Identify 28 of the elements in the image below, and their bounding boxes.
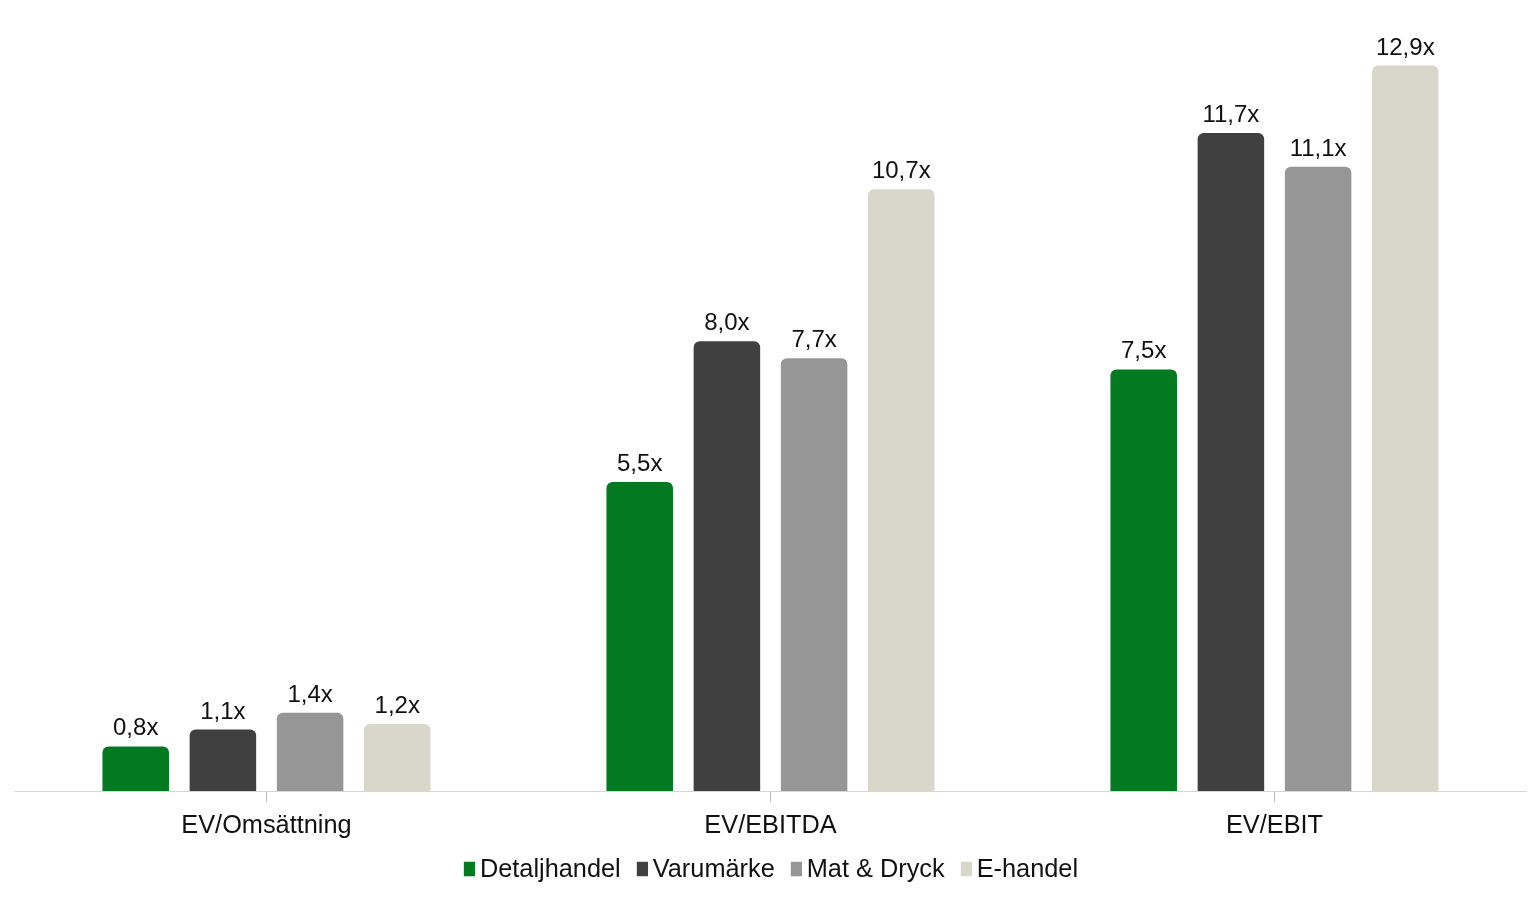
bar [693, 341, 761, 792]
bar [102, 746, 169, 792]
data-label: 0,8x [113, 713, 159, 741]
x-tick-label: EV/EBITDA [704, 809, 837, 838]
bar [276, 712, 344, 792]
data-label: 1,2x [374, 690, 420, 718]
data-label: 11,7x [1202, 100, 1260, 128]
bar [1284, 166, 1352, 792]
data-label: 8,0x [704, 308, 750, 336]
bar [606, 481, 673, 792]
data-label: 7,7x [791, 325, 837, 353]
bar [189, 729, 257, 792]
data-label: 1,1x [200, 696, 246, 724]
bar [780, 358, 848, 792]
x-tick-label: EV/EBIT [1225, 809, 1324, 838]
data-label: 7,5x [1121, 336, 1167, 364]
bar [1197, 133, 1265, 792]
legend-label: Mat & Dryck [806, 853, 945, 883]
data-label: 10,7x [871, 156, 931, 184]
legend-label: Detaljhandel [479, 853, 621, 883]
x-tick-label: EV/Omsättning [181, 809, 352, 838]
bar [1110, 369, 1177, 792]
data-label: 11,1x [1289, 133, 1347, 161]
data-label: 12,9x [1375, 32, 1435, 60]
legend-label: Varumärke [652, 853, 775, 883]
data-label: 1,4x [287, 679, 333, 707]
data-label: 5,5x [617, 448, 663, 476]
legend-label: E-handel [976, 853, 1079, 883]
